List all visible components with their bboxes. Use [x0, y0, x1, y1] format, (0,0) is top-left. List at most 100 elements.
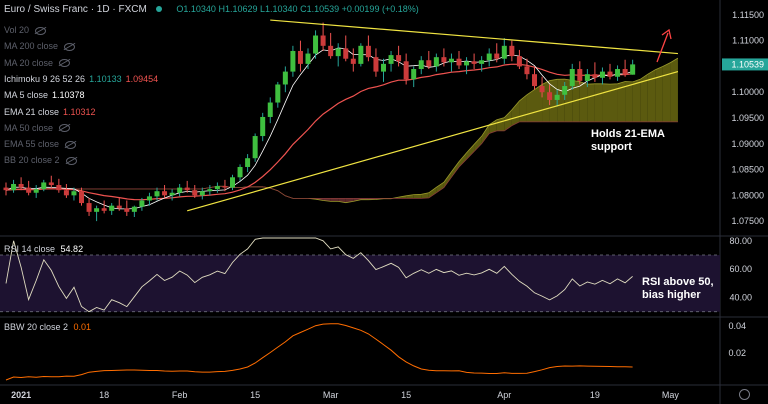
legend-item-name: MA 20 close — [4, 57, 54, 68]
candle-body — [403, 61, 409, 80]
rsi-line — [5, 237, 633, 313]
ichimoku-cloud-segment — [557, 79, 565, 122]
open-label: O — [176, 4, 184, 14]
candle-body — [388, 55, 394, 64]
legend-item-name: Ichimoku 9 26 52 26 — [4, 73, 86, 84]
candle-body — [11, 183, 17, 191]
ichimoku-cloud-segment — [436, 182, 444, 193]
candle-body — [396, 55, 402, 62]
ichimoku-cloud-segment — [610, 83, 618, 122]
ichimoku-cloud-segment — [632, 79, 641, 122]
legend-item-name: BB 20 close 2 — [4, 155, 60, 166]
rsi-name: RSI 14 close — [4, 244, 56, 254]
ichimoku-cloud-segment — [662, 62, 671, 122]
ichimoku-cloud-segment — [443, 171, 452, 188]
ichimoku-cloud-segment — [330, 198, 339, 202]
bbw-value: 0.01 — [73, 322, 92, 332]
ichimoku-cloud-segment — [549, 79, 558, 122]
hidden-eye-icon[interactable] — [59, 59, 71, 68]
ichimoku-cloud-segment — [647, 69, 656, 122]
rsi-tick-label: 80.00 — [729, 236, 752, 246]
legend-item-name: Vol 20 — [4, 25, 30, 35]
ichimoku-cloud-segment — [459, 152, 467, 167]
candle-body — [562, 86, 568, 95]
candle-body — [516, 56, 522, 67]
price-tick-label: 1.09500 — [731, 113, 764, 123]
open-value: 1.10340 — [183, 4, 216, 14]
candle-body — [448, 58, 454, 63]
legend-item[interactable]: Ichimoku 9 26 52 26 1.10133 1.09454 — [4, 73, 158, 85]
bbw-line — [5, 323, 633, 381]
legend-item[interactable]: EMA 55 close — [4, 138, 77, 150]
bbw-tick-label: 0.02 — [728, 348, 746, 358]
candle-body — [539, 86, 545, 93]
candle-body — [411, 69, 417, 80]
x-tick-label: 2021 — [11, 390, 31, 400]
candle-body — [282, 71, 288, 85]
candle-body — [486, 53, 492, 61]
legend-item[interactable]: EMA 21 close 1.10312 — [4, 106, 96, 118]
candle-body — [358, 45, 364, 64]
candle-body — [577, 69, 583, 81]
ichimoku-cloud-segment — [451, 161, 459, 178]
bbw-pane-label[interactable]: BBW 20 close 2 0.01 — [4, 322, 91, 332]
candle-body — [418, 60, 424, 70]
price-tick-label: 1.10000 — [731, 87, 764, 97]
rsi-annotation-line1: RSI above 50, — [642, 276, 714, 288]
legend-item-value: 1.10378 — [52, 90, 85, 101]
settings-gear-icon[interactable] — [739, 389, 750, 400]
candle-body — [199, 191, 205, 196]
price-tick-label: 1.07500 — [731, 216, 764, 226]
support-annotation-line2: support — [591, 141, 632, 153]
hidden-eye-icon[interactable] — [65, 157, 77, 166]
arrow-head-icon — [661, 28, 672, 40]
legend-item[interactable]: MA 200 close — [4, 40, 76, 52]
hidden-eye-icon[interactable] — [64, 42, 76, 51]
candle-body — [350, 58, 356, 64]
candle-body — [41, 182, 47, 190]
ichimoku-cloud-segment — [670, 58, 678, 122]
legend-item[interactable]: BB 20 close 2 — [4, 154, 77, 166]
legend-item[interactable]: MA 20 close — [4, 57, 71, 69]
candle-body — [584, 74, 590, 81]
candle-body — [237, 166, 243, 178]
candle-body — [433, 57, 439, 67]
ema21-line — [5, 63, 633, 201]
candle-body — [48, 182, 54, 186]
candle-body — [547, 92, 553, 100]
candle-body — [230, 177, 235, 188]
low-label: L — [260, 4, 266, 14]
ichimoku-cloud-segment — [602, 83, 610, 122]
rsi-annotation: RSI above 50, bias higher — [642, 276, 714, 302]
x-tick-label: May — [662, 390, 680, 400]
x-tick-label: Mar — [323, 390, 339, 400]
legend-item[interactable]: MA 5 close 1.10378 — [4, 89, 85, 101]
price-tick-label: 1.09000 — [731, 139, 764, 149]
support-annotation: Holds 21-EMA support — [591, 128, 665, 154]
candle-body — [441, 57, 447, 63]
candle-body — [79, 191, 84, 204]
ichimoku-span-b — [6, 121, 678, 199]
x-tick-label: Apr — [497, 390, 511, 400]
rsi-pane-label[interactable]: RSI 14 close 54.82 — [4, 244, 83, 254]
candle-body — [214, 186, 220, 190]
price-tick-label: 1.08000 — [731, 190, 764, 200]
hidden-eye-icon[interactable] — [65, 140, 77, 149]
hidden-eye-icon[interactable] — [35, 26, 47, 35]
candle-body — [313, 35, 319, 54]
candle-body — [131, 206, 137, 212]
hidden-eye-icon[interactable] — [59, 124, 71, 133]
support-annotation-line1: Holds 21-EMA — [591, 128, 665, 140]
legend-item-name: MA 200 close — [4, 41, 59, 52]
symbol-title[interactable]: Euro / Swiss Franc · 1D · FXCM — [4, 4, 147, 15]
candle-body — [56, 185, 62, 191]
x-tick-label: Feb — [172, 390, 188, 400]
legend-item[interactable]: Vol 20 — [4, 24, 47, 36]
candle-body — [426, 60, 432, 67]
ichimoku-cloud-segment — [640, 74, 648, 122]
candle-body — [509, 45, 515, 57]
ichimoku-cloud-segment — [519, 94, 527, 122]
candle-body — [630, 64, 636, 75]
legend-item[interactable]: MA 50 close — [4, 122, 71, 134]
